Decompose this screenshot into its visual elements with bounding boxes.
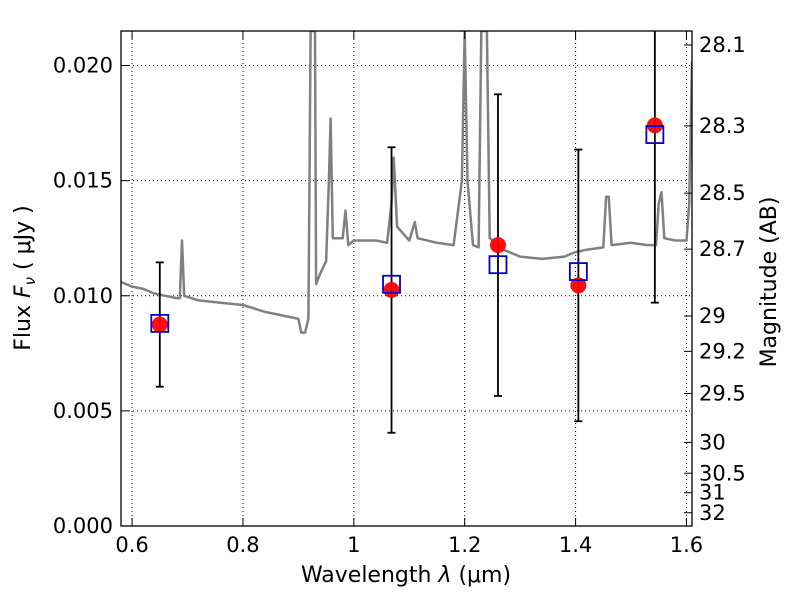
x-tick-label: 1.2 [448, 533, 481, 557]
y-tick-label: 0.000 [53, 514, 113, 538]
plot-frame [120, 30, 693, 527]
y-axis-label: Flux Fν ( μJy ) [11, 205, 39, 350]
model-photometry-point [150, 313, 170, 333]
model-photometry-point [382, 274, 401, 294]
spectrum-line [121, 31, 692, 334]
gridlines [121, 31, 692, 527]
x-tick-label: 1 [347, 533, 360, 557]
y-tick-label: 0.005 [53, 399, 113, 423]
y-tick-label: 0.010 [53, 284, 113, 308]
model-photometry-point [568, 262, 588, 281]
x-tick-label: 1.6 [670, 533, 703, 557]
ticks [121, 31, 692, 527]
y2-axis-label: Magnitude (AB) [757, 197, 782, 368]
markers [150, 117, 665, 333]
y2-tick-label: 29.5 [699, 382, 746, 406]
y-tick-label: 0.020 [53, 54, 113, 78]
x-tick-label: 0.8 [226, 533, 259, 557]
observed-point [489, 237, 506, 254]
y-tick-label: 0.015 [53, 169, 113, 193]
observed-point [570, 277, 587, 294]
x-tick-label: 0.6 [115, 533, 148, 557]
observed-point [151, 316, 168, 333]
y2-tick-label: 30.5 [699, 461, 746, 485]
y2-tick-label: 28.1 [699, 33, 746, 57]
observed-point [383, 282, 400, 299]
model-photometry-point [645, 125, 665, 145]
y2-tick-label: 28.3 [699, 114, 746, 138]
y2-tick-label: 28.7 [699, 237, 746, 261]
y2-tick-label: 28.5 [699, 181, 746, 205]
y2-tick-label: 29.2 [699, 339, 746, 363]
y2-tick-label: 29 [699, 304, 726, 328]
y2-tick-label: 32 [699, 501, 726, 525]
model-photometry-point [488, 255, 508, 275]
tick-labels: 0.6 0.8 1 1.2 1.4 1.6 0.000 0.005 0.010 0.015 0.02… [53, 33, 746, 557]
x-tick-label: 1.4 [559, 533, 592, 557]
spectrum-layer [121, 31, 692, 334]
y2-tick-label: 31 [699, 481, 726, 505]
x-axis-label: Wavelength λ (μm) [301, 563, 511, 588]
y2-tick-label: 30 [699, 430, 726, 454]
